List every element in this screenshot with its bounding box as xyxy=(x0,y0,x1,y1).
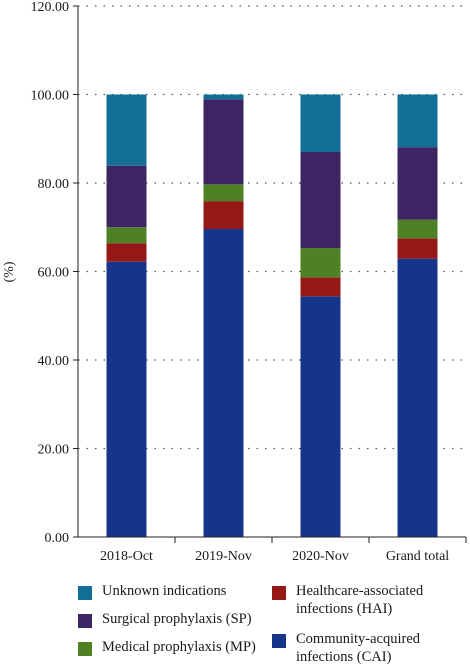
bar-segment-unknown xyxy=(397,94,438,148)
bar-segment-hai xyxy=(106,243,147,262)
bar-segment-cai xyxy=(300,296,341,537)
bar-segment-unknown xyxy=(300,94,341,153)
legend-item-hai: Healthcare-associated infections (HAI) xyxy=(272,582,423,618)
bar-segment-sp xyxy=(203,99,244,185)
axes: 0.00 20.00 40.00 60.00 80.00 100.00 120.00 2018… xyxy=(31,0,467,560)
bar-segment-sp xyxy=(397,147,438,220)
bar-segment-mp xyxy=(203,184,244,202)
y-tick-label: 60.00 xyxy=(38,266,70,281)
bar-segment-cai xyxy=(106,261,147,537)
legend-item-sp: Surgical prophylaxis (SP) xyxy=(78,610,252,628)
bar-segment-unknown xyxy=(203,94,244,100)
y-tick-label: 40.00 xyxy=(38,354,70,369)
bar-segment-hai xyxy=(300,277,341,297)
bar-segment-cai xyxy=(397,258,438,537)
x-tick-label: 2019-Nov xyxy=(195,549,252,560)
legend: Unknown indications Surgical prophylaxis… xyxy=(0,576,470,668)
legend-swatch-cai xyxy=(272,634,286,648)
legend-swatch-sp xyxy=(78,614,92,628)
legend-swatch-mp xyxy=(78,642,92,656)
y-tick-label: 100.00 xyxy=(31,89,70,104)
legend-label-cai: Community-acquired infections (CAI) xyxy=(296,631,421,665)
legend-item-mp: Medical prophylaxis (MP) xyxy=(78,638,256,656)
bar-segment-mp xyxy=(397,219,438,239)
legend-item-cai: Community-acquired infections (CAI) xyxy=(272,630,420,666)
legend-swatch-hai xyxy=(272,586,286,600)
bar-segment-mp xyxy=(106,227,147,244)
legend-label-hai: Healthcare-associated infections (HAI) xyxy=(296,583,424,617)
y-tick-label: 80.00 xyxy=(38,177,70,192)
bar-segment-sp xyxy=(106,165,147,228)
legend-swatch-unknown xyxy=(78,586,92,600)
y-axis-title: (%) xyxy=(2,261,17,282)
bar-segment-hai xyxy=(397,238,438,259)
y-tick-label: 20.00 xyxy=(38,443,70,458)
legend-label-mp: Medical prophylaxis (MP) xyxy=(102,639,256,655)
bars xyxy=(106,94,438,537)
x-tick-label: 2020-Nov xyxy=(292,549,349,560)
bar-segment-sp xyxy=(300,152,341,249)
legend-label-unknown: Unknown indications xyxy=(102,583,227,599)
x-tick-label: 2018-Oct xyxy=(100,549,153,560)
bar-segment-unknown xyxy=(106,94,147,166)
bar-segment-cai xyxy=(203,229,244,537)
bar-segment-hai xyxy=(203,201,244,230)
stacked-bar-chart: 0.00 20.00 40.00 60.00 80.00 100.00 120.00 2018… xyxy=(2,0,467,560)
y-tick-label: 0.00 xyxy=(45,531,70,546)
legend-label-sp: Surgical prophylaxis (SP) xyxy=(102,611,252,627)
x-tick-label: Grand total xyxy=(386,549,449,560)
bar-segment-mp xyxy=(300,248,341,278)
legend-item-unknown: Unknown indications xyxy=(78,582,226,600)
y-tick-label: 120.00 xyxy=(31,0,70,15)
